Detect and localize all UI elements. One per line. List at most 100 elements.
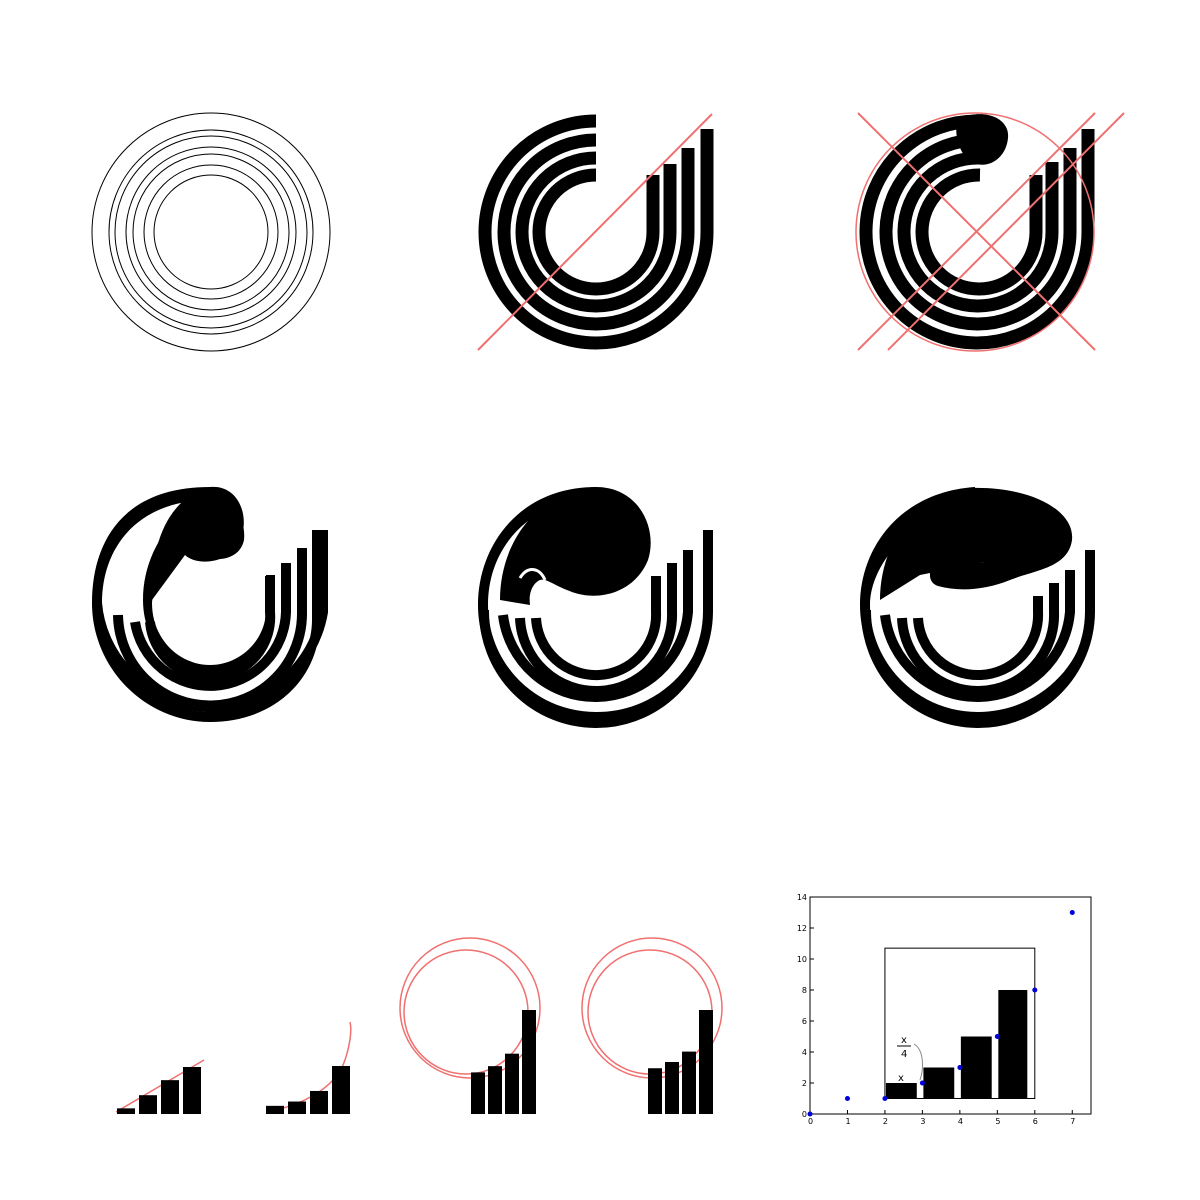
chart-bar [885, 1083, 917, 1099]
y-tick-label: 2 [802, 1079, 807, 1088]
band-2 [498, 550, 693, 702]
bar [266, 1105, 284, 1114]
band-3 [515, 151, 677, 313]
x-tick-label: 0 [808, 1117, 813, 1126]
chart-bar [998, 990, 1028, 1099]
chart-enclosing-box [884, 947, 1036, 1100]
y-tick-label: 10 [797, 955, 807, 964]
y-tick-label: 8 [802, 986, 807, 995]
bar [161, 1080, 179, 1114]
chart-points [807, 910, 1075, 1117]
x-tick-label: 7 [1070, 1117, 1075, 1126]
band-inner [145, 576, 276, 683]
ring-3 [114, 135, 308, 329]
bar [699, 1010, 713, 1114]
band-3 [897, 151, 1059, 313]
y-tick-label: 14 [797, 893, 807, 902]
band-outer [478, 530, 713, 728]
y-tick-label: 4 [802, 1048, 807, 1057]
band-3 [130, 563, 291, 691]
data-point [1069, 910, 1075, 915]
chart-bars [885, 990, 1028, 1099]
bar [183, 1067, 201, 1114]
band-outer [859, 114, 1095, 350]
data-point [957, 1065, 963, 1070]
ring-5 [132, 153, 290, 311]
ring-4 [125, 146, 297, 318]
y-tick-label: 0 [802, 1110, 807, 1119]
logo-head [956, 114, 1009, 165]
logo-head [880, 487, 1073, 600]
bars-with-circles-a [399, 937, 541, 1114]
bar [522, 1010, 536, 1114]
bars-with-circles-b [581, 937, 723, 1114]
band-inner [531, 576, 662, 680]
x-tick-label: 5 [995, 1117, 1000, 1126]
bar [332, 1066, 350, 1114]
data-point [807, 1111, 813, 1117]
logo-with-diagonal-guide [477, 113, 714, 351]
ring-6 [143, 164, 279, 300]
guide-circle [855, 112, 1095, 352]
bar-label: x [898, 1073, 904, 1084]
data-point [882, 1096, 888, 1101]
x-tick-label: 1 [845, 1117, 850, 1126]
chart-bar [960, 1036, 992, 1099]
band-inner [532, 168, 660, 296]
bar [648, 1068, 662, 1114]
logo-variant-small-head [92, 486, 328, 722]
bar [117, 1108, 135, 1114]
bar [139, 1095, 157, 1114]
fraction-denominator: 4 [901, 1049, 907, 1060]
diagonal-guide-line [477, 113, 713, 351]
concentric-rings [91, 112, 331, 352]
annotation-arrow [913, 1043, 923, 1081]
ring-2 [108, 129, 314, 335]
band-outer [478, 114, 714, 350]
bar [310, 1090, 328, 1114]
bar [505, 1053, 519, 1114]
fraction-numerator: x [901, 1035, 907, 1046]
chart-bar [923, 1067, 955, 1099]
band-2 [497, 133, 695, 331]
ring-inner [153, 174, 269, 290]
data-point [1032, 987, 1038, 993]
band-inner [915, 168, 1043, 296]
band-outer [860, 550, 1095, 728]
bars-with-curve [266, 1021, 352, 1114]
bar [288, 1101, 306, 1114]
logo-head [151, 486, 244, 600]
x-tick-label: 6 [1033, 1117, 1038, 1126]
cross-guide-line-3 [887, 112, 1125, 351]
data-point [994, 1034, 1000, 1039]
band-2 [113, 548, 308, 711]
logo-with-cross-guides [855, 112, 1125, 352]
bar [682, 1051, 696, 1114]
cross-guide-line-2 [857, 112, 1096, 351]
bar [488, 1066, 502, 1114]
head-notch [518, 568, 547, 581]
enclosing-box [884, 947, 1036, 1100]
y-tick-label: 6 [802, 1017, 807, 1026]
x-tick-label: 3 [920, 1117, 925, 1126]
x-tick-label: 4 [958, 1117, 963, 1126]
band-inner [913, 596, 1044, 680]
x-tick-label: 2 [883, 1117, 888, 1126]
band-3 [515, 563, 678, 697]
bar [665, 1062, 679, 1114]
data-point [919, 1080, 925, 1086]
bar [471, 1072, 485, 1114]
band-2 [880, 570, 1075, 702]
ring-outer [91, 112, 331, 352]
chart-frame [809, 896, 1092, 1115]
data-point [844, 1096, 850, 1101]
band-2 [879, 133, 1077, 331]
logo-head [500, 487, 651, 605]
guide-circle-outer [399, 937, 541, 1079]
band-3 [897, 583, 1060, 697]
logo-variant-wave-head [860, 487, 1095, 728]
bars-with-line [115, 1059, 205, 1114]
